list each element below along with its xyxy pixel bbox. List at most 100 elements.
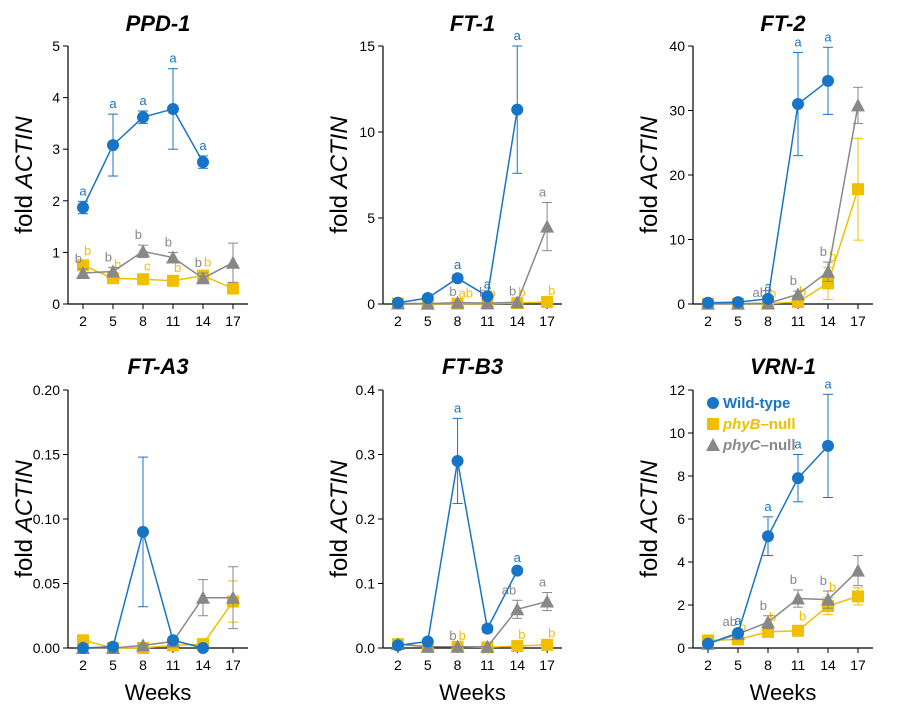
x-tick-label: 11 bbox=[791, 657, 806, 673]
x-tick-label: 17 bbox=[850, 313, 866, 329]
y-axis-label-prefix: fold bbox=[326, 188, 353, 233]
series-phyB: bb c b b bbox=[77, 243, 239, 295]
data-point bbox=[421, 291, 434, 304]
data-point bbox=[136, 638, 150, 652]
significance-letter: ab bbox=[723, 614, 737, 629]
y-tick-label: 5 bbox=[52, 38, 60, 54]
data-point bbox=[762, 530, 774, 543]
significance-letter: b bbox=[165, 234, 172, 249]
data-point bbox=[480, 639, 495, 653]
y-axis-label: fold ACTIN bbox=[326, 116, 353, 234]
series-line bbox=[397, 226, 548, 305]
x-tick-label: 5 bbox=[424, 657, 432, 673]
x-tick-label: 5 bbox=[734, 313, 742, 329]
data-point bbox=[791, 287, 805, 301]
data-point bbox=[450, 639, 465, 653]
panel-title: FT-1 bbox=[450, 11, 495, 36]
significance-letter: b bbox=[75, 251, 82, 266]
significance-letter: b bbox=[114, 257, 121, 272]
significance-letter: b bbox=[509, 283, 516, 298]
x-tick-label: 8 bbox=[139, 313, 147, 329]
data-point bbox=[511, 103, 524, 116]
series-wild: a a a a bbox=[702, 376, 834, 650]
y-axis-label: fold ACTIN bbox=[636, 116, 663, 234]
data-point bbox=[511, 564, 524, 577]
significance-letter: b bbox=[105, 249, 112, 264]
significance-letter: b bbox=[174, 260, 181, 275]
legend-marker bbox=[707, 397, 719, 409]
data-point bbox=[226, 590, 240, 604]
y-tick-label: 8 bbox=[677, 468, 685, 484]
x-tick-label: 2 bbox=[394, 657, 402, 673]
x-tick-label: 2 bbox=[79, 657, 87, 673]
series-line bbox=[397, 600, 548, 648]
y-tick-label: 0.00 bbox=[33, 640, 60, 656]
significance-letter: a bbox=[139, 93, 147, 108]
y-tick-label: 5 bbox=[367, 210, 375, 226]
data-point bbox=[761, 615, 775, 629]
significance-letter: b bbox=[548, 283, 555, 298]
panel-title: VRN-1 bbox=[750, 354, 816, 379]
significance-letter: b bbox=[204, 255, 211, 270]
data-point bbox=[167, 634, 179, 647]
x-axis-label: Weeks bbox=[439, 680, 506, 705]
series-wild bbox=[77, 456, 209, 654]
data-point bbox=[732, 296, 744, 309]
significance-letter: b bbox=[449, 284, 456, 299]
legend-label-gene: phyC bbox=[722, 437, 762, 454]
data-point bbox=[137, 525, 149, 538]
x-tick-label: 8 bbox=[764, 313, 772, 329]
data-point bbox=[852, 183, 864, 196]
significance-letter: b bbox=[135, 227, 142, 242]
panel-title: FT-2 bbox=[760, 11, 806, 36]
significance-letter: b bbox=[829, 579, 836, 594]
legend-label-suffix: –null bbox=[761, 437, 796, 454]
significance-letter: b bbox=[799, 609, 806, 624]
y-tick-label: 40 bbox=[669, 38, 685, 54]
y-axis-label-gene: ACTIN bbox=[326, 116, 353, 191]
series-line bbox=[82, 601, 234, 649]
x-tick-label: 2 bbox=[79, 313, 87, 329]
significance-letter: a bbox=[824, 29, 832, 44]
significance-letter: b bbox=[790, 273, 797, 288]
data-point bbox=[821, 264, 835, 278]
y-tick-label: 0.10 bbox=[33, 511, 60, 527]
data-point bbox=[451, 454, 464, 467]
x-tick-label: 5 bbox=[734, 657, 742, 673]
x-tick-label: 2 bbox=[704, 657, 712, 673]
series-wild: aa bbox=[391, 400, 524, 652]
data-point bbox=[77, 259, 89, 272]
significance-letter: a bbox=[539, 575, 547, 590]
significance-letter: a bbox=[514, 550, 522, 565]
legend-label: Wild-type bbox=[723, 395, 790, 412]
x-tick-label: 17 bbox=[850, 657, 866, 673]
data-point bbox=[77, 642, 89, 654]
y-axis-label-gene: ACTIN bbox=[636, 116, 663, 191]
legend-marker bbox=[706, 438, 720, 451]
x-tick-label: 11 bbox=[480, 657, 495, 673]
y-tick-label: 20 bbox=[669, 167, 685, 183]
y-tick-label: 0 bbox=[677, 640, 685, 656]
data-point bbox=[792, 624, 804, 637]
x-tick-label: 17 bbox=[539, 313, 555, 329]
x-tick-label: 14 bbox=[195, 657, 211, 673]
y-tick-label: 0.2 bbox=[356, 511, 376, 527]
data-point bbox=[451, 272, 464, 285]
legend-entry-wild: Wild-type bbox=[723, 395, 790, 412]
significance-letter: a bbox=[484, 277, 492, 292]
y-tick-label: 2 bbox=[677, 597, 685, 613]
y-axis-label: fold ACTIN bbox=[326, 460, 353, 578]
data-point bbox=[391, 296, 404, 309]
data-point bbox=[197, 642, 209, 654]
data-point bbox=[541, 295, 554, 308]
series-phyC bbox=[76, 566, 240, 654]
significance-letter: b bbox=[820, 244, 827, 259]
significance-letter: a bbox=[764, 499, 772, 514]
series-line bbox=[82, 250, 234, 280]
x-tick-label: 5 bbox=[109, 313, 117, 329]
